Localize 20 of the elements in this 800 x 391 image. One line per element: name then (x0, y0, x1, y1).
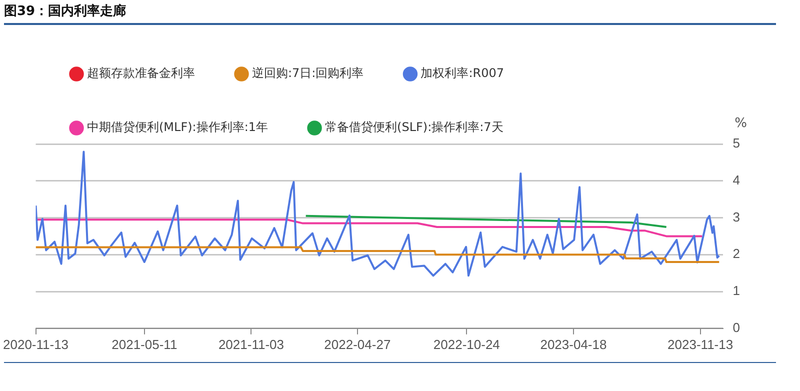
legend-label: 常备借贷便利(SLF):操作利率:7天 (325, 120, 504, 134)
x-tick-label: 2023-04-18 (540, 336, 607, 352)
x-tick-label: 2023-11-13 (668, 336, 734, 352)
y-tick-label: 1 (732, 283, 740, 298)
y-tick-label: 3 (732, 209, 740, 224)
legend-label: 超额存款准备金利率 (87, 66, 195, 80)
y-axis-title: % (734, 116, 747, 131)
chart-title: 图39：国内利率走廊 (4, 2, 776, 25)
y-tick-label: 2 (732, 246, 740, 262)
x-tick-label: 2020-11-13 (2, 336, 69, 352)
x-tick-label: 2022-04-27 (324, 336, 391, 352)
legend-label: 加权利率:R007 (420, 66, 504, 80)
y-tick-label: 5 (732, 136, 740, 151)
y-tick-label: 0 (732, 320, 740, 335)
x-tick-label: 2021-05-11 (112, 336, 178, 352)
legend-label: 中期借贷便利(MLF):操作利率:1年 (87, 120, 268, 134)
x-tick-label: 2022-10-24 (433, 336, 500, 352)
legend-label: 逆回购:7日:回购利率 (252, 66, 364, 80)
y-tick-label: 4 (732, 172, 740, 188)
x-tick-label: 2021-11-03 (218, 336, 284, 352)
